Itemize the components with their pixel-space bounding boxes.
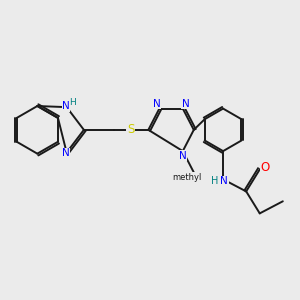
Text: O: O (261, 161, 270, 174)
Text: N: N (62, 101, 70, 111)
Text: N: N (62, 148, 70, 158)
Text: H: H (70, 98, 76, 107)
Text: methyl: methyl (172, 172, 202, 182)
Text: N: N (220, 176, 228, 186)
Text: S: S (127, 123, 134, 136)
Text: N: N (182, 99, 190, 109)
Text: H: H (211, 176, 219, 186)
Text: N: N (152, 99, 160, 109)
Text: N: N (179, 151, 187, 161)
